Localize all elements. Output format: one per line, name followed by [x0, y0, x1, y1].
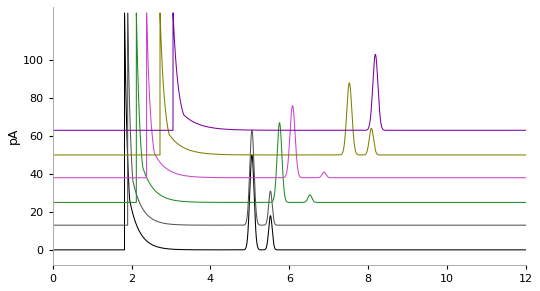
Y-axis label: pA: pA [7, 128, 20, 144]
